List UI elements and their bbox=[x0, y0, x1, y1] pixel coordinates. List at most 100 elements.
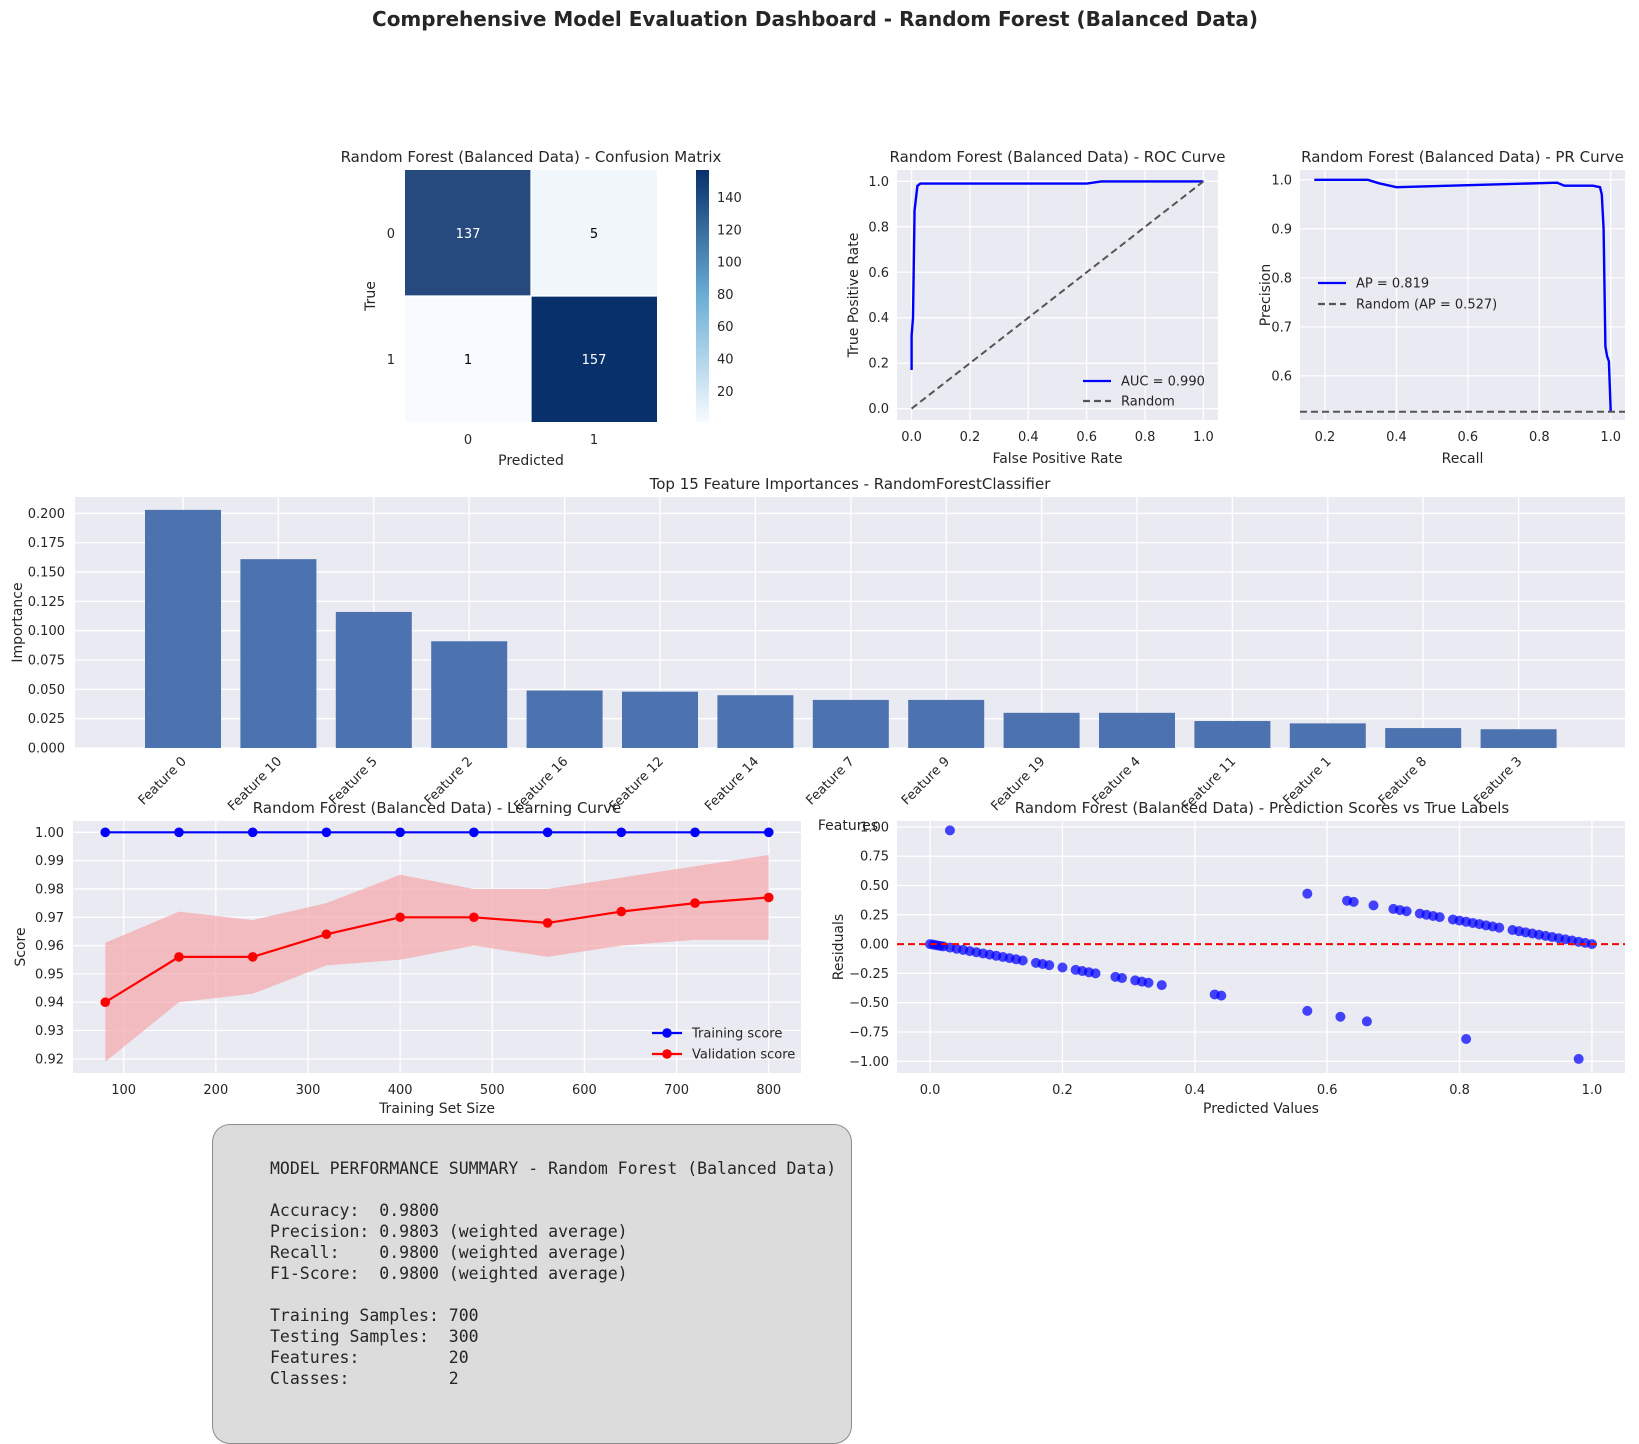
x-tick-label: Feature 14 bbox=[702, 754, 762, 814]
matrix-cell bbox=[405, 296, 531, 422]
scatter-point bbox=[1368, 900, 1379, 911]
y-axis-label: Precision bbox=[1258, 264, 1274, 326]
data-point bbox=[247, 827, 258, 838]
bar bbox=[431, 641, 508, 748]
summary-box bbox=[212, 1124, 852, 1444]
scatter-point bbox=[1401, 906, 1412, 917]
bar bbox=[717, 695, 794, 748]
x-tick-label: 0.0 bbox=[901, 430, 922, 445]
bar bbox=[526, 690, 603, 748]
y-axis-label: Residuals bbox=[831, 914, 847, 980]
validation-band bbox=[105, 855, 769, 1062]
x-tick-label: 1.0 bbox=[1582, 1083, 1603, 1098]
y-tick-label: 0.50 bbox=[860, 879, 889, 894]
x-tick-label: 600 bbox=[572, 1083, 597, 1098]
cell-value: 1 bbox=[464, 353, 472, 368]
x-axis-label: Training Set Size bbox=[378, 1101, 495, 1117]
y-tick-label: 0.94 bbox=[35, 996, 64, 1011]
data-point bbox=[616, 827, 627, 838]
y-tick-label: 0.9 bbox=[1271, 222, 1292, 237]
series-line bbox=[910, 180, 1204, 370]
confusion-matrix-panel: 137 5 1 157 0 1 0 1 Random Forest (Balanced Data… bbox=[341, 148, 742, 469]
y-tick-label: 0.98 bbox=[35, 882, 64, 897]
data-point bbox=[690, 898, 700, 908]
colorbar-tick-label: 60 bbox=[717, 320, 734, 335]
scatter-point bbox=[1057, 962, 1068, 973]
bar bbox=[240, 559, 317, 748]
scatter-point bbox=[1348, 896, 1359, 907]
scatter-point bbox=[1302, 888, 1313, 899]
x-tick-label: Feature 9 bbox=[899, 754, 953, 808]
x-tick-label: 200 bbox=[203, 1083, 228, 1098]
y-axis-label: Score bbox=[13, 927, 29, 966]
data-point bbox=[100, 827, 111, 838]
colorbar-tick-label: 20 bbox=[717, 385, 734, 400]
bar bbox=[1003, 712, 1080, 748]
x-tick-label: 1 bbox=[590, 433, 598, 448]
y-tick-label: 0.175 bbox=[28, 536, 65, 551]
scatter-point bbox=[1017, 955, 1028, 966]
legend-marker bbox=[662, 1028, 672, 1038]
x-tick-label: 0.8 bbox=[1135, 430, 1156, 445]
y-tick-label: 0.050 bbox=[28, 683, 65, 698]
y-axis-label: True bbox=[363, 281, 379, 312]
summary-text: MODEL PERFORMANCE SUMMARY - Random Fores… bbox=[270, 1159, 837, 1388]
series-line bbox=[1314, 178, 1612, 412]
panel-title: Random Forest (Balanced Data) - Learning… bbox=[253, 799, 621, 817]
y-tick-label: 1.00 bbox=[35, 826, 64, 841]
y-tick-label: 0.75 bbox=[860, 850, 889, 865]
legend-label: Random bbox=[1121, 395, 1175, 410]
bar bbox=[1194, 721, 1271, 748]
panel-title: Random Forest (Balanced Data) - PR Curve bbox=[1301, 148, 1624, 166]
bar bbox=[908, 699, 985, 748]
x-tick-label: 700 bbox=[664, 1083, 689, 1098]
bar bbox=[335, 611, 412, 748]
x-axis-label: Recall bbox=[1442, 451, 1484, 467]
legend-label: Random (AP = 0.527) bbox=[1356, 298, 1497, 313]
data-point bbox=[690, 827, 700, 838]
y-tick-label: 0.200 bbox=[28, 507, 65, 522]
y-tick-label: −0.25 bbox=[849, 967, 889, 982]
y-tick-label: 0.00 bbox=[860, 938, 889, 953]
x-tick-label: 0.6 bbox=[1317, 1083, 1338, 1098]
x-tick-label: 1.0 bbox=[1600, 430, 1621, 445]
y-tick-label: 0.8 bbox=[1271, 271, 1292, 286]
plot-area bbox=[1300, 170, 1625, 420]
y-tick-label: 0.075 bbox=[28, 654, 65, 669]
y-tick-label: 0.8 bbox=[868, 220, 889, 235]
y-tick-label: 0 bbox=[387, 227, 395, 242]
data-point bbox=[395, 827, 405, 838]
bar bbox=[1385, 728, 1462, 748]
legend-marker bbox=[662, 1049, 672, 1059]
x-axis-label: Features bbox=[818, 818, 878, 834]
data-point bbox=[321, 827, 332, 838]
legend-label: AUC = 0.990 bbox=[1121, 375, 1205, 390]
x-tick-label: 0.2 bbox=[960, 430, 981, 445]
panel-title: Random Forest (Balanced Data) - Predicti… bbox=[1015, 799, 1510, 817]
y-tick-label: −0.75 bbox=[849, 1025, 889, 1040]
x-tick-label: 1.0 bbox=[1193, 430, 1214, 445]
x-axis-label: Predicted bbox=[498, 453, 564, 469]
x-tick-label: 0 bbox=[464, 433, 472, 448]
data-point bbox=[542, 827, 553, 838]
y-tick-label: 1.0 bbox=[1271, 173, 1292, 188]
bar bbox=[1289, 723, 1366, 748]
y-tick-label: 0.2 bbox=[868, 357, 889, 372]
x-tick-label: 0.8 bbox=[1449, 1083, 1470, 1098]
x-tick-label: Feature 0 bbox=[136, 754, 190, 808]
y-tick-label: 0.92 bbox=[35, 1052, 64, 1067]
y-tick-label: 0.6 bbox=[1271, 369, 1292, 384]
legend-label: Validation score bbox=[692, 1048, 795, 1063]
x-tick-label: 0.0 bbox=[920, 1083, 941, 1098]
learning-curve-panel: 100 200 300 400 500 600 700 800 0.92 0.93 0.94 0.95… bbox=[13, 799, 801, 1117]
data-point bbox=[321, 929, 332, 940]
series-line bbox=[910, 180, 1205, 410]
x-tick-label: 0.4 bbox=[1184, 1083, 1205, 1098]
bar bbox=[1480, 729, 1557, 748]
panel-title: Top 15 Feature Importances - RandomFores… bbox=[649, 475, 1052, 493]
y-tick-label: 0.000 bbox=[28, 742, 65, 757]
bar bbox=[812, 699, 889, 748]
colorbar-tick-label: 40 bbox=[717, 353, 734, 368]
data-point bbox=[174, 827, 184, 838]
